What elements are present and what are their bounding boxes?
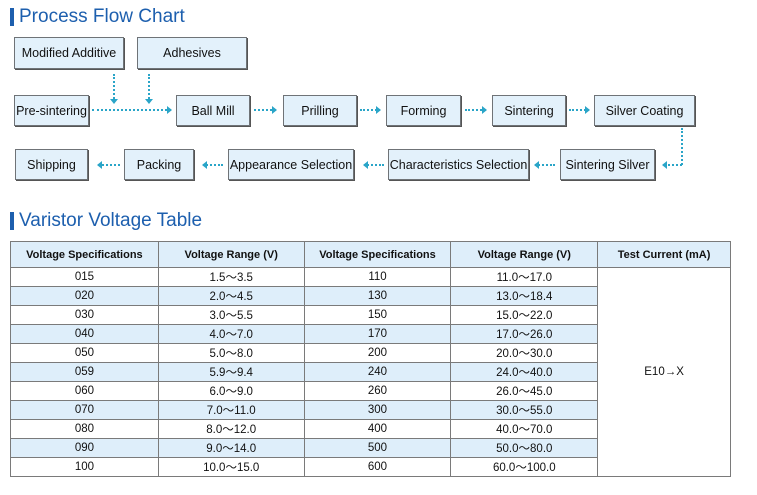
voltage-table-heading: Varistor Voltage Table bbox=[10, 210, 202, 232]
arrow-to-silver-coating bbox=[569, 106, 590, 114]
table-cell: 090 bbox=[10, 438, 159, 458]
box-modified-additive: Modified Additive bbox=[14, 37, 124, 69]
box-appearance-selection: Appearance Selection bbox=[228, 149, 354, 180]
box-ball-mill: Ball Mill bbox=[176, 95, 250, 126]
box-packing: Packing bbox=[124, 149, 194, 180]
table-cell: 10.0～15.0 bbox=[157, 457, 305, 477]
column-header: Test Current (mA) bbox=[597, 241, 731, 268]
process-flow-heading: Process Flow Chart bbox=[10, 6, 185, 28]
arrow-adhesives-down bbox=[145, 74, 153, 104]
table-cell: 060 bbox=[10, 381, 159, 401]
table-cell: 24.0～40.0 bbox=[450, 362, 599, 382]
table-cell: 080 bbox=[10, 419, 159, 439]
table-cell: 030 bbox=[10, 305, 159, 325]
table-cell: 130 bbox=[303, 286, 452, 306]
box-sintering-silver: Sintering Silver bbox=[560, 149, 655, 180]
table-cell: 4.0～7.0 bbox=[157, 324, 305, 344]
box-sintering: Sintering bbox=[492, 95, 566, 126]
arrow-to-packing bbox=[202, 161, 223, 169]
table-cell: 200 bbox=[303, 343, 452, 363]
table-cell: 11.0～17.0 bbox=[450, 267, 599, 287]
table-cell: 6.0～9.0 bbox=[157, 381, 305, 401]
box-silver-coating: Silver Coating bbox=[594, 95, 695, 126]
box-shipping: Shipping bbox=[15, 149, 88, 180]
table-cell: 260 bbox=[303, 381, 452, 401]
table-row: 080 8.0～12.0 400 40.0～70.0 bbox=[10, 419, 731, 439]
table-cell: 015 bbox=[10, 267, 159, 287]
table-cell: 20.0～30.0 bbox=[450, 343, 599, 363]
table-cell: 040 bbox=[10, 324, 159, 344]
heading-text: Varistor Voltage Table bbox=[19, 210, 203, 231]
table-cell: 500 bbox=[303, 438, 452, 458]
table-cell: 300 bbox=[303, 400, 452, 420]
table-cell: 170 bbox=[303, 324, 452, 344]
table-cell: 60.0～100.0 bbox=[450, 457, 599, 477]
table-cell: 059 bbox=[10, 362, 159, 382]
table-cell: 30.0～55.0 bbox=[450, 400, 599, 420]
table-row: 020 2.0～4.5 130 13.0～18.4 bbox=[10, 286, 731, 306]
arrow-additive-down bbox=[110, 74, 118, 104]
table-cell: 9.0～14.0 bbox=[157, 438, 305, 458]
arrow-to-forming bbox=[360, 106, 381, 114]
table-cell: 110 bbox=[303, 267, 452, 287]
table-cell: 2.0～4.5 bbox=[157, 286, 305, 306]
table-cell: 050 bbox=[10, 343, 159, 363]
connector-down bbox=[681, 128, 683, 165]
table-cell: 17.0～26.0 bbox=[450, 324, 599, 344]
box-prilling: Prilling bbox=[283, 95, 357, 126]
table-row: 040 4.0～7.0 170 17.0～26.0 bbox=[10, 324, 731, 344]
table-cell: 15.0～22.0 bbox=[450, 305, 599, 325]
table-cell: 240 bbox=[303, 362, 452, 382]
box-forming: Forming bbox=[386, 95, 461, 126]
box-adhesives: Adhesives bbox=[137, 37, 247, 69]
test-current-cell: E10→X bbox=[597, 267, 731, 477]
arrow-to-shipping bbox=[97, 161, 120, 169]
arrow-to-characteristics bbox=[534, 161, 555, 169]
arrow-to-ball-mill bbox=[92, 106, 172, 114]
heading-marker bbox=[10, 8, 14, 26]
column-header: Voltage Range (V) bbox=[157, 241, 305, 268]
table-cell: 50.0～80.0 bbox=[450, 438, 599, 458]
table-row: 015 1.5～3.5 110 11.0～17.0 E10→X bbox=[10, 267, 731, 477]
arrow-to-appearance bbox=[363, 161, 384, 169]
arrow-to-prilling bbox=[254, 106, 277, 114]
arrow-to-sintering bbox=[465, 106, 487, 114]
table-cell: 8.0～12.0 bbox=[157, 419, 305, 439]
table-cell: 070 bbox=[10, 400, 159, 420]
box-pre-sintering: Pre-sintering bbox=[14, 95, 89, 126]
table-cell: 5.9～9.4 bbox=[157, 362, 305, 382]
table-cell: 3.0～5.5 bbox=[157, 305, 305, 325]
table-cell: 40.0～70.0 bbox=[450, 419, 599, 439]
table-cell: 26.0～45.0 bbox=[450, 381, 599, 401]
column-header: Voltage Range (V) bbox=[450, 241, 599, 268]
heading-text: Process Flow Chart bbox=[19, 6, 185, 27]
box-characteristics-selection: Characteristics Selection bbox=[388, 149, 529, 180]
column-header: Voltage Specifications bbox=[10, 241, 159, 268]
table-cell: 600 bbox=[303, 457, 452, 477]
column-header: Voltage Specifications bbox=[303, 241, 452, 268]
arrow-to-sintering-silver bbox=[662, 161, 682, 169]
table-cell: 7.0～11.0 bbox=[157, 400, 305, 420]
table-row: 100 10.0～15.0 600 60.0～100.0 bbox=[10, 457, 731, 477]
table-cell: 400 bbox=[303, 419, 452, 439]
table-cell: 1.5～3.5 bbox=[157, 267, 305, 287]
table-cell: 13.0～18.4 bbox=[450, 286, 599, 306]
table-cell: 100 bbox=[10, 457, 159, 477]
table-cell: 150 bbox=[303, 305, 452, 325]
heading-marker bbox=[10, 212, 14, 230]
table-cell: 020 bbox=[10, 286, 159, 306]
varistor-voltage-table: Voltage Specifications Voltage Range (V) V… bbox=[10, 241, 731, 477]
table-cell: 5.0～8.0 bbox=[157, 343, 305, 363]
